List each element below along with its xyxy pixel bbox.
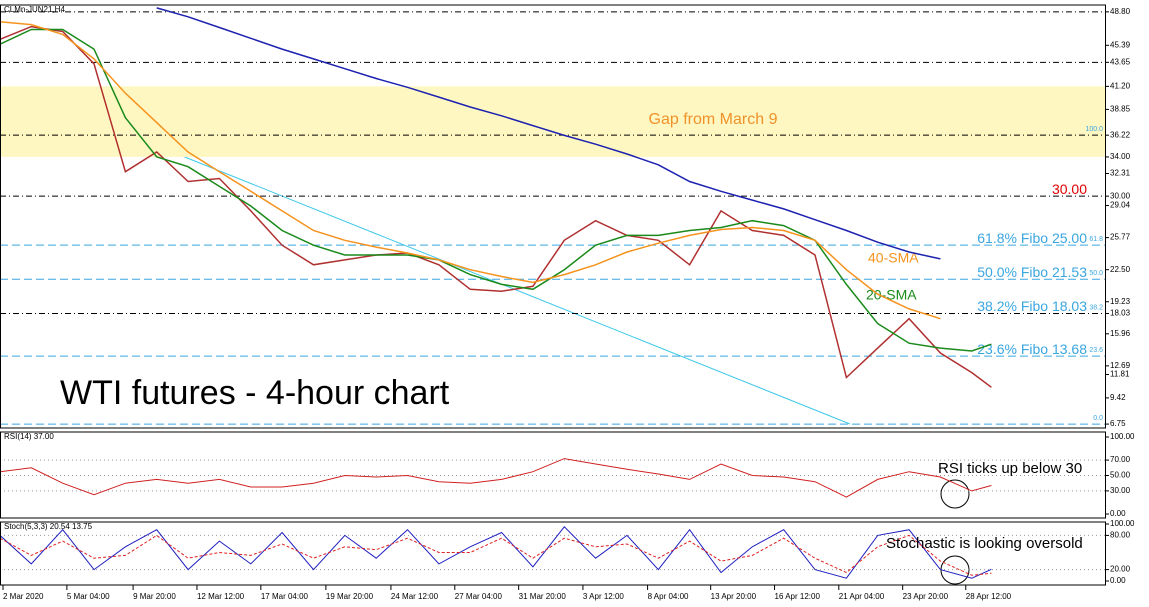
- gap-band: [0, 86, 1105, 157]
- band-label: Gap from March 9: [649, 111, 778, 128]
- panel-header: Stoch(5,3,3) 20.54 13.75: [4, 522, 93, 531]
- x-tick-label: 31 Mar 20:00: [519, 592, 567, 601]
- y-tick-label: 50.00: [1110, 471, 1131, 480]
- y-tick-label: 100.00: [1110, 432, 1135, 441]
- x-tick-label: 21 Apr 04:00: [839, 592, 885, 601]
- x-tick-label: 8 Apr 04:00: [648, 592, 689, 601]
- x-tick-label: 13 Apr 20:00: [711, 592, 757, 601]
- y-tick-label: 18.03: [1110, 309, 1131, 318]
- x-tick-label: 5 Mar 04:00: [67, 592, 110, 601]
- series-line: [0, 20, 941, 320]
- fibo-ratio: 0.0: [1093, 415, 1103, 422]
- x-tick-label: 3 Apr 12:00: [583, 592, 624, 601]
- y-tick-label: 43.65: [1110, 57, 1131, 66]
- series-line: [0, 25, 992, 388]
- x-tick-label: 17 Mar 04:00: [261, 592, 309, 601]
- level-label: 23.6% Fibo 13.68: [977, 341, 1087, 357]
- y-tick-label: 100.00: [1110, 519, 1135, 528]
- series-label: 40-SMA: [868, 250, 919, 266]
- y-tick-label: 12.69: [1110, 361, 1131, 370]
- annotation: RSI ticks up below 30: [938, 460, 1082, 477]
- level-label: 50.0% Fibo 21.53: [977, 264, 1087, 280]
- annotation: Stochastic is looking oversold: [886, 535, 1083, 552]
- x-tick-label: 16 Apr 12:00: [775, 592, 821, 601]
- fibo-ratio: 61.8: [1089, 236, 1103, 243]
- level-label: 61.8% Fibo 25.00: [977, 230, 1087, 246]
- y-tick-label: 30.00: [1110, 191, 1131, 200]
- x-tick-label: 9 Mar 20:00: [133, 592, 176, 601]
- x-tick-label: 24 Mar 12:00: [391, 592, 439, 601]
- y-tick-label: 9.42: [1110, 393, 1126, 402]
- y-tick-label: 25.77: [1110, 233, 1131, 242]
- y-tick-label: 0.00: [1110, 509, 1126, 518]
- y-tick-label: 34.00: [1110, 152, 1131, 161]
- series-line: [0, 458, 992, 498]
- series-label: 20-SMA: [866, 287, 917, 303]
- y-tick-label: 70.00: [1110, 455, 1131, 464]
- panel-frame: [0, 521, 1106, 586]
- x-tick-label: 27 Mar 04:00: [455, 592, 503, 601]
- y-tick-label: 41.20: [1110, 81, 1131, 90]
- panel-frame: [0, 4, 1106, 429]
- x-tick-label: 12 Mar 12:00: [197, 592, 245, 601]
- level-label: 30.00: [1052, 181, 1087, 197]
- x-tick-label: 28 Apr 12:00: [966, 592, 1012, 601]
- panel-header: RSI(14) 37.00: [4, 432, 54, 441]
- y-tick-label: 0.00: [1110, 576, 1126, 585]
- level-label: 38.2% Fibo 18.03: [977, 298, 1087, 314]
- y-tick-label: 32.31: [1110, 169, 1131, 178]
- fibo-ratio: 100.0: [1085, 126, 1103, 133]
- series-line: [156, 7, 941, 260]
- x-tick-label: 23 Apr 20:00: [903, 592, 949, 601]
- y-tick-label: 80.00: [1110, 531, 1131, 540]
- trend-line: [129, 134, 851, 425]
- y-tick-label: 48.80: [1110, 7, 1131, 16]
- y-tick-label: 36.22: [1110, 130, 1131, 139]
- y-tick-label: 45.39: [1110, 40, 1131, 49]
- y-tick-label: 22.50: [1110, 265, 1131, 274]
- panel-header: CLMn-JUN21,H4: [4, 5, 65, 14]
- y-tick-label: 20.00: [1110, 565, 1131, 574]
- y-tick-label: 15.96: [1110, 329, 1131, 338]
- fibo-ratio: 23.6: [1089, 347, 1103, 354]
- y-tick-label: 19.23: [1110, 297, 1131, 306]
- chart-title: WTI futures - 4-hour chart: [60, 374, 450, 412]
- y-tick-label: 38.85: [1110, 105, 1131, 114]
- fibo-ratio: 38.2: [1089, 304, 1103, 311]
- y-tick-label: 30.00: [1110, 486, 1131, 495]
- y-tick-label: 29.04: [1110, 201, 1131, 210]
- series-line: [0, 28, 992, 352]
- y-tick-label: 6.75: [1110, 419, 1126, 428]
- panel-frame: [0, 431, 1106, 519]
- fibo-ratio: 50.0: [1089, 270, 1103, 277]
- x-tick-label: 2 Mar 2020: [3, 592, 44, 601]
- series-line: [0, 534, 992, 576]
- y-tick-label: 11.81: [1110, 370, 1130, 379]
- x-tick-label: 19 Mar 20:00: [326, 592, 374, 601]
- rsi-circle: [940, 479, 970, 509]
